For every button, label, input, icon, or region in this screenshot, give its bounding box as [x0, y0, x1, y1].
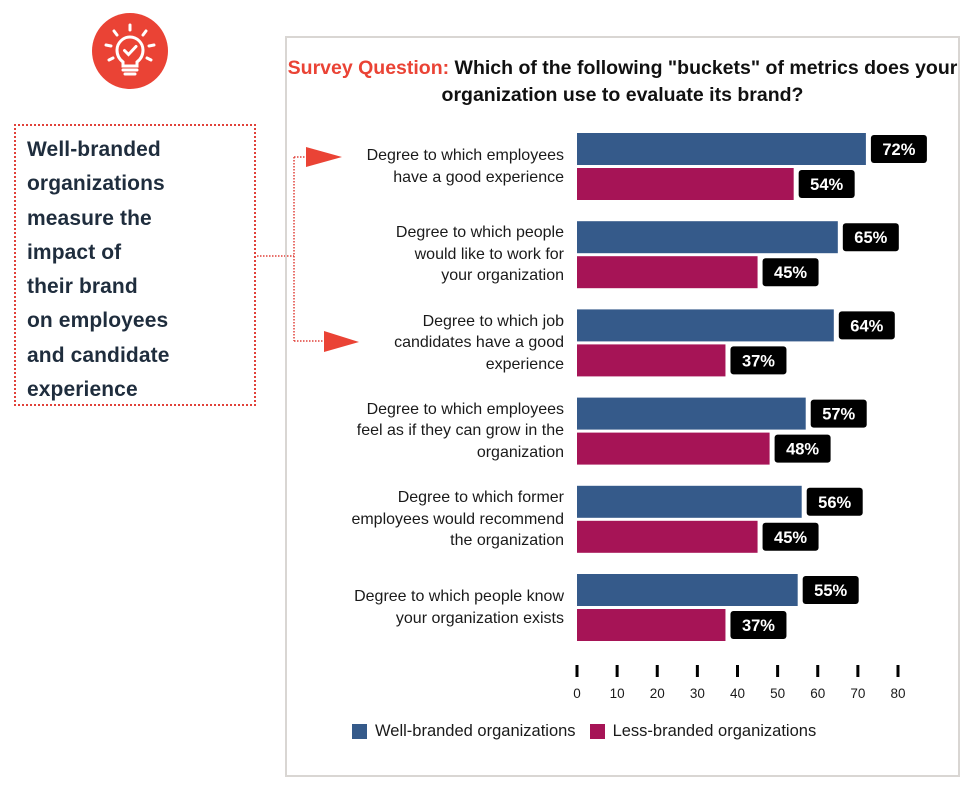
- data-label: 54%: [810, 176, 843, 194]
- bar: [577, 432, 770, 465]
- legend-item-less-branded: Less-branded organizations: [589, 722, 817, 741]
- category-label-line: your organization: [441, 267, 564, 285]
- data-label: 72%: [882, 141, 915, 159]
- data-label-box: [806, 487, 863, 516]
- legend-item-well-branded: Well-branded organizations: [352, 722, 576, 741]
- bar: [577, 609, 726, 641]
- bar: [577, 168, 794, 200]
- category-label: Degree to which job candidates have a goo…: [304, 311, 564, 376]
- bar: [577, 221, 838, 254]
- category-label-line: Degree to which employees: [366, 147, 564, 164]
- category-label-line: organization: [476, 443, 564, 461]
- category-label-line: Degree to which employees: [366, 400, 564, 418]
- category-label-line: experience: [485, 355, 564, 373]
- category-label-line: Degree to which people know: [354, 588, 564, 605]
- bar: [577, 574, 798, 606]
- lightbulb-check-icon: [92, 13, 168, 89]
- x-tick-label: 60: [810, 686, 825, 701]
- x-tick-label: 0: [573, 686, 581, 701]
- data-label-box: [774, 434, 831, 463]
- category-label: Degree to which employees feel as if they…: [304, 399, 564, 464]
- data-label: 55%: [814, 582, 847, 600]
- bar: [577, 520, 758, 553]
- x-tick: [816, 665, 820, 677]
- category-label-line: the organization: [450, 532, 564, 550]
- data-label: 48%: [786, 441, 819, 459]
- category-label: Degree to which people would like to work…: [304, 222, 564, 287]
- data-label: 57%: [822, 406, 855, 424]
- data-label: 56%: [818, 494, 851, 512]
- x-tick: [695, 665, 699, 677]
- legend-swatch: [352, 724, 367, 739]
- bar: [577, 344, 726, 377]
- data-label-box: [762, 258, 819, 287]
- legend-label: Less-branded organizations: [612, 722, 817, 740]
- x-tick: [856, 665, 860, 677]
- x-tick-label: 30: [690, 686, 705, 701]
- category-label-line: would like to work for: [414, 245, 564, 263]
- data-label-box: [730, 346, 787, 375]
- callout-box: Well-branded organizations measure the i…: [14, 124, 256, 406]
- x-tick-label: 70: [850, 686, 865, 701]
- title-text: Which of the following "buckets" of metr…: [441, 57, 958, 106]
- title-prefix: Survey Question:: [287, 57, 450, 79]
- category-label: Degree to which people know your organiza…: [304, 586, 564, 629]
- x-tick-label: 50: [770, 686, 785, 701]
- data-label: 65%: [854, 229, 887, 247]
- data-label-box: [842, 223, 899, 252]
- category-label: Degree to which former employees would re…: [304, 487, 564, 552]
- bar: [577, 309, 834, 342]
- data-label: 45%: [774, 529, 807, 547]
- category-label-line: Degree to which former: [397, 489, 564, 507]
- category-label-line: employees would recommend: [351, 510, 564, 528]
- x-tick: [776, 665, 780, 677]
- bar: [577, 133, 866, 165]
- x-tick: [655, 665, 659, 677]
- category-label: Degree to which employees have a good exp…: [304, 145, 564, 188]
- data-label-box: [730, 611, 787, 639]
- category-label-line: candidates have a good: [394, 334, 564, 352]
- category-label-line: feel as if they can grow in the: [356, 422, 564, 440]
- category-label-line: Degree to which job: [422, 312, 564, 330]
- x-tick-label: 10: [610, 686, 625, 701]
- legend-swatch: [589, 724, 605, 739]
- x-tick-label: 40: [730, 686, 745, 701]
- bar: [577, 397, 806, 430]
- data-label-box: [838, 311, 895, 340]
- x-tick: [736, 665, 739, 677]
- category-label-line: have a good experience: [393, 168, 564, 186]
- category-label-line: Degree to which people: [395, 224, 564, 242]
- data-label-box: [810, 399, 867, 428]
- chart-panel: [285, 36, 960, 777]
- bar: [577, 485, 802, 518]
- x-tick: [575, 665, 579, 677]
- category-label-line: your organization exists: [395, 609, 564, 627]
- chart-title: Survey Question: Which of the following …: [285, 55, 960, 109]
- data-label-box: [870, 135, 927, 163]
- x-tick: [615, 665, 619, 677]
- data-label: 37%: [742, 617, 775, 635]
- data-label: 37%: [742, 352, 775, 370]
- x-tick-label: 80: [890, 686, 905, 701]
- data-label-box: [762, 522, 819, 551]
- x-tick: [896, 665, 900, 677]
- callout-text: Well-branded organizations measure the i…: [27, 138, 170, 402]
- data-label-box: [798, 170, 855, 198]
- data-label-box: [802, 576, 859, 604]
- bar: [577, 256, 758, 289]
- data-label: 45%: [774, 264, 807, 282]
- x-tick-label: 20: [650, 686, 665, 701]
- legend-label: Well-branded organizations: [375, 722, 576, 740]
- data-label: 64%: [850, 317, 883, 335]
- legend: Well-branded organizations Less-branded …: [352, 722, 830, 741]
